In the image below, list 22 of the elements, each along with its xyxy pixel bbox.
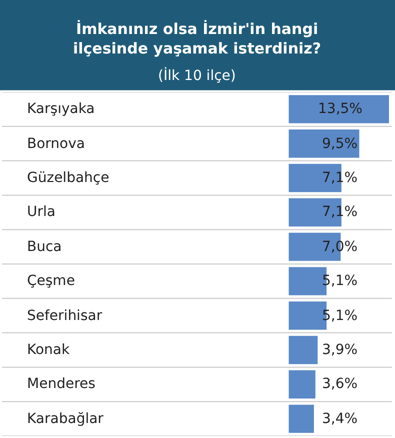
- y-tick-label: Karşıyaka: [27, 101, 95, 117]
- y-tick-label: Konak: [27, 342, 70, 358]
- data-label: 3,9%: [322, 342, 358, 358]
- y-tick-label: Karabağlar: [27, 411, 104, 427]
- bar: [288, 370, 316, 398]
- bar: [288, 95, 389, 124]
- data-label: 3,4%: [322, 411, 358, 427]
- bar: [288, 336, 318, 364]
- data-label: 3,6%: [322, 376, 358, 392]
- data-label: 13,5%: [318, 101, 362, 117]
- y-tick-label: Güzelbahçe: [27, 170, 110, 186]
- y-tick-label: Bornova: [27, 136, 85, 152]
- y-tick-label: Buca: [27, 239, 62, 255]
- y-tick-label: Çeşme: [27, 273, 75, 289]
- bar: [288, 404, 314, 433]
- chart-subtitle: (İlk 10 ilçe): [158, 67, 236, 84]
- data-label: 9,5%: [322, 136, 358, 152]
- bar: [288, 130, 360, 158]
- y-tick-label: Menderes: [27, 376, 96, 392]
- y-tick-label: Urla: [27, 204, 56, 220]
- y-tick-label: Seferihisar: [27, 308, 102, 324]
- chart-title: İmkanınız olsa İzmir'in hangi ilçesinde yaşamak isterdiniz?: [73, 20, 322, 58]
